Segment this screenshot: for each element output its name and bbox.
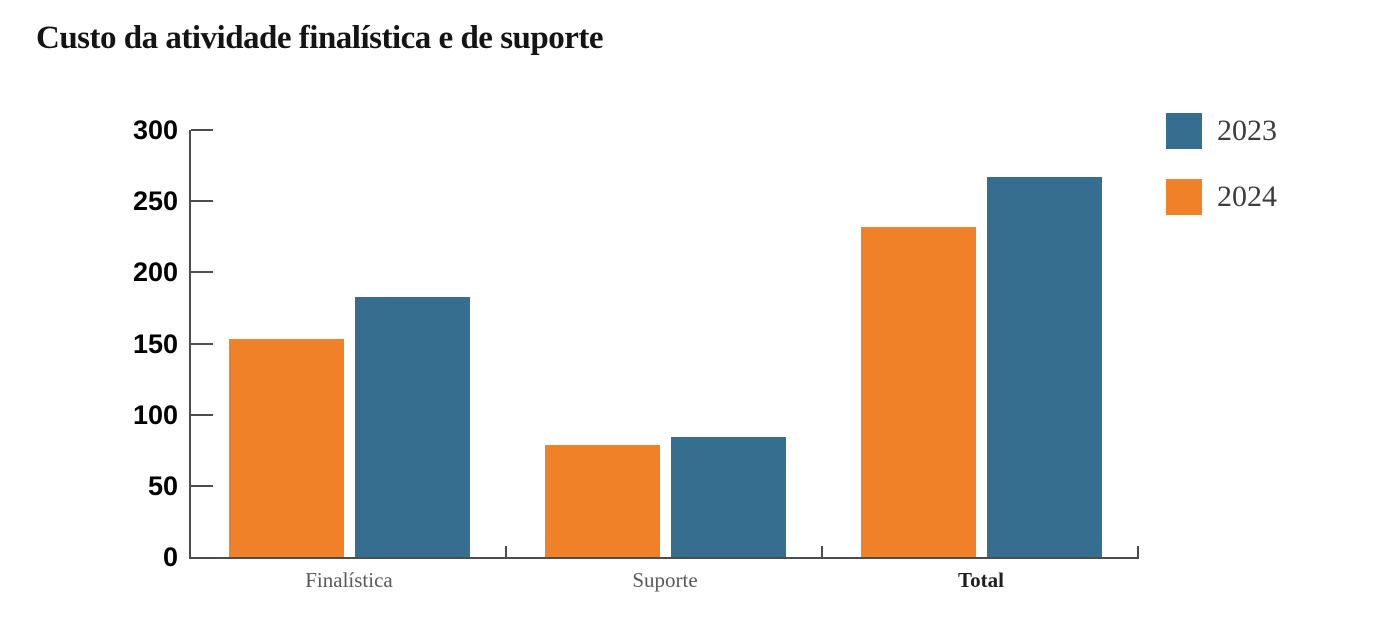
y-tick-mark <box>191 200 213 203</box>
category-label-total: Total <box>958 568 1004 592</box>
y-tick-mark <box>191 413 213 416</box>
y-tick-label: 100 <box>132 399 178 430</box>
category-label-suporte: Suporte <box>632 568 698 592</box>
legend-item-2023: 2023 <box>1166 113 1277 149</box>
bar-2024-suporte <box>544 444 660 557</box>
bar-2024-total <box>860 226 976 557</box>
legend-item-2024: 2024 <box>1166 179 1277 215</box>
y-tick-label: 200 <box>132 257 178 288</box>
y-tick-label: 0 <box>162 542 178 572</box>
y-tick-mark <box>191 484 213 487</box>
y-tick-mark <box>191 129 213 131</box>
x-tick-mark <box>505 546 507 557</box>
x-tick-mark <box>1137 546 1139 557</box>
legend-swatch-2023 <box>1166 113 1202 149</box>
bar-2023-finalistica <box>354 296 470 557</box>
legend: 2023 2024 <box>1166 113 1277 245</box>
y-tick-label: 300 <box>132 115 178 145</box>
x-axis-line <box>189 557 1139 559</box>
x-tick-mark <box>821 546 823 557</box>
y-tick-label: 50 <box>147 470 178 501</box>
category-label-finalistica: Finalística <box>305 568 393 592</box>
y-tick-mark <box>191 342 213 345</box>
legend-swatch-2024 <box>1166 179 1202 215</box>
bar-2023-total <box>986 176 1102 557</box>
y-tick-mark <box>191 271 213 274</box>
legend-label-2023: 2023 <box>1217 114 1277 147</box>
bar-2023-suporte <box>670 437 786 557</box>
bar-2024-finalistica <box>228 339 344 557</box>
legend-label-2024: 2024 <box>1217 180 1277 213</box>
y-tick-label: 150 <box>132 328 178 359</box>
y-tick-label: 250 <box>132 186 178 217</box>
chart-title: Custo da atividade finalística e de supo… <box>36 20 604 56</box>
y-axis-line <box>189 130 191 559</box>
